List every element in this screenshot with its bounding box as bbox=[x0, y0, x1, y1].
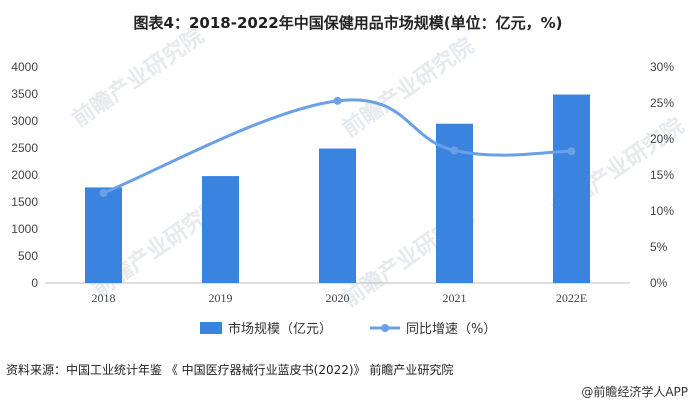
growth-point bbox=[450, 146, 459, 155]
growth-point bbox=[99, 189, 108, 197]
x-tick-label: 2018 bbox=[92, 291, 116, 305]
growth-point bbox=[333, 96, 342, 105]
x-tick-label: 2020 bbox=[326, 291, 350, 305]
y-left-tick-label: 3000 bbox=[11, 114, 38, 128]
y-left-tick-label: 500 bbox=[18, 249, 38, 263]
legend-bar-label: 市场规模（亿元） bbox=[228, 321, 332, 337]
y-left-tick-label: 3500 bbox=[11, 87, 38, 101]
y-right-tick-label: 30% bbox=[650, 60, 674, 74]
x-tick-label: 2019 bbox=[209, 291, 233, 305]
bar bbox=[319, 148, 356, 283]
bar bbox=[553, 94, 590, 283]
x-tick-label: 2021 bbox=[443, 291, 467, 305]
y-left-tick-label: 4000 bbox=[11, 60, 38, 74]
bar bbox=[85, 187, 122, 283]
y-right-tick-label: 10% bbox=[650, 204, 674, 218]
y-right-tick-label: 5% bbox=[650, 240, 668, 254]
y-left-tick-label: 1000 bbox=[11, 222, 38, 236]
growth-line bbox=[102, 98, 572, 195]
y-right-tick-label: 15% bbox=[650, 168, 674, 182]
growth-point bbox=[567, 147, 576, 156]
y-left-tick-label: 2000 bbox=[11, 168, 38, 182]
legend-bar-swatch bbox=[200, 322, 222, 334]
x-tick-label: 2022E bbox=[556, 291, 587, 305]
y-left-tick-label: 2500 bbox=[11, 141, 38, 155]
y-right-tick-label: 20% bbox=[650, 132, 674, 146]
y-left-tick-label: 0 bbox=[31, 276, 38, 290]
source-note: 资料来源：中国工业统计年鉴 《 中国医疗器械行业蓝皮书(2022)》 前瞻产业研… bbox=[6, 363, 454, 377]
y-right-tick-label: 25% bbox=[650, 96, 674, 110]
chart-title: 图表4：2018-2022年中国保健用品市场规模(单位：亿元，%) bbox=[133, 14, 563, 32]
legend-line-marker bbox=[381, 324, 389, 332]
bar bbox=[202, 176, 239, 283]
y-right-tick-label: 0% bbox=[650, 276, 668, 290]
legend-line-label: 同比增速（%） bbox=[406, 322, 496, 337]
credit: @前瞻经济学人APP bbox=[581, 385, 688, 399]
y-left-tick-label: 1500 bbox=[11, 195, 38, 209]
